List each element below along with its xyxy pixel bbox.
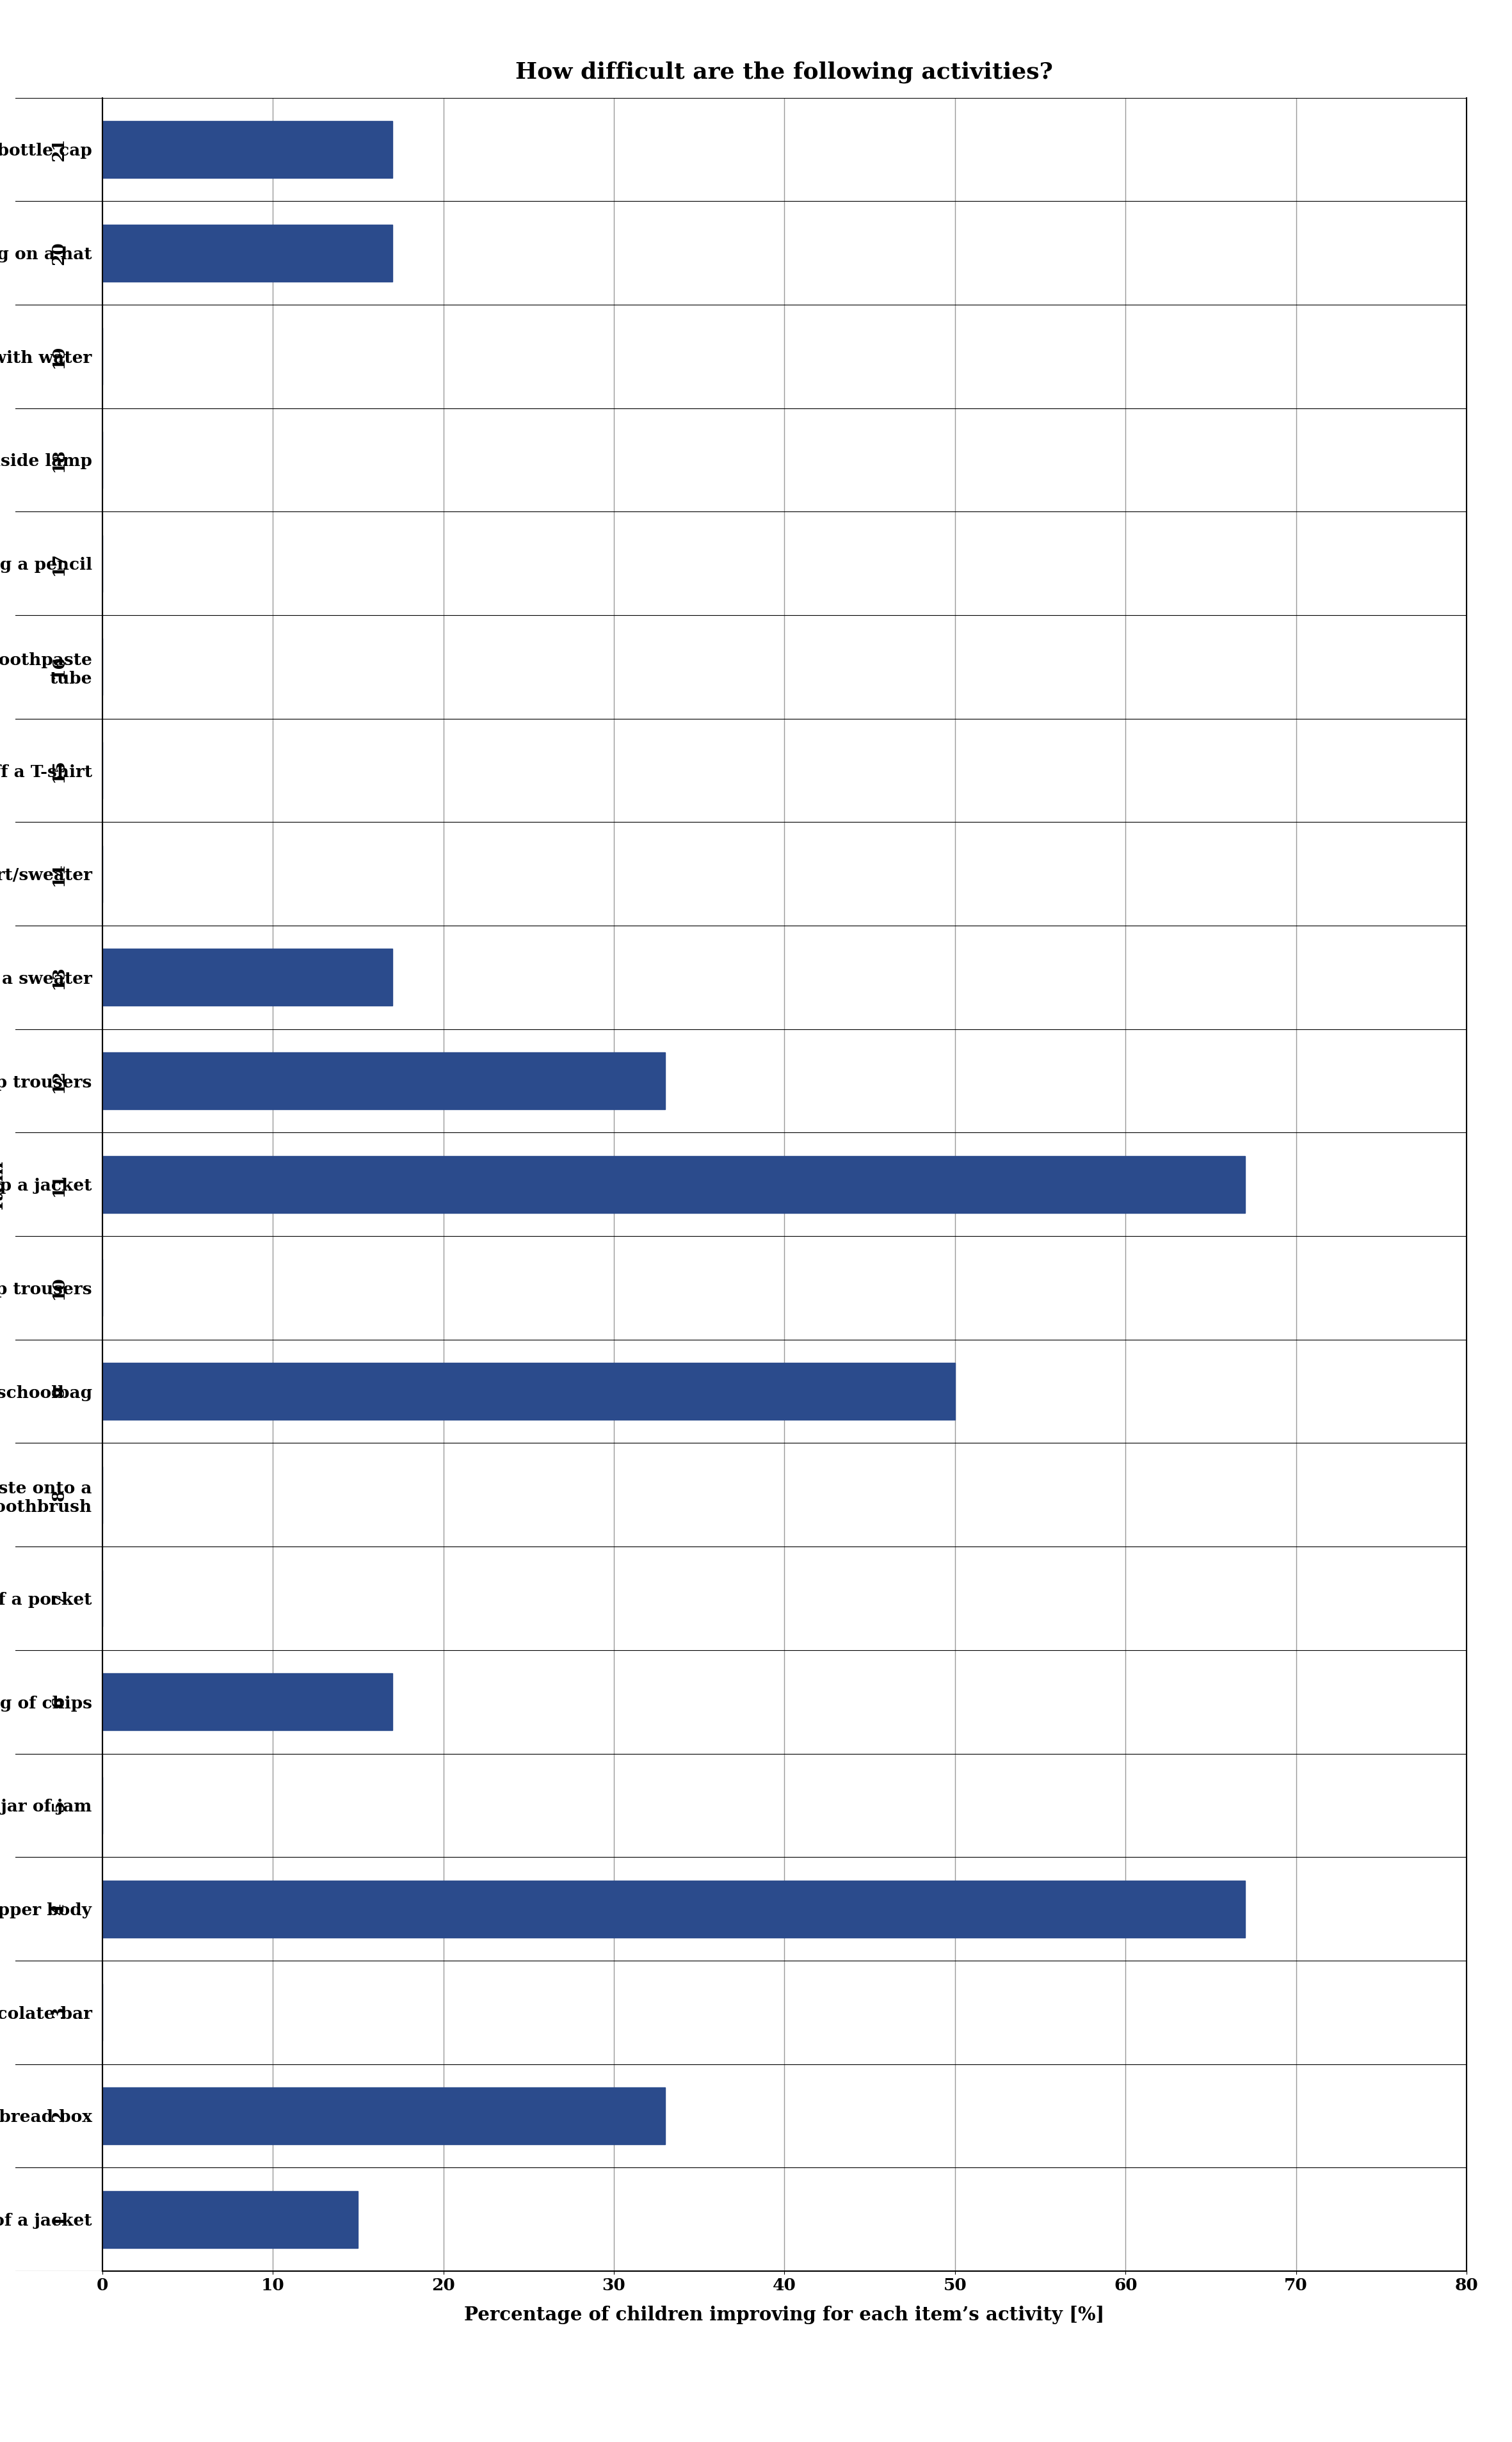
Text: 18: 18 — [51, 449, 67, 471]
Bar — [103, 1880, 1244, 1937]
Bar — [103, 950, 392, 1006]
Y-axis label: Item: Item — [0, 1160, 6, 1209]
Text: 3: 3 — [51, 2007, 67, 2017]
Bar — [103, 1363, 956, 1419]
Text: 2: 2 — [51, 2110, 67, 2122]
Text: 9: 9 — [51, 1385, 67, 1397]
Text: 13: 13 — [51, 965, 67, 989]
Title: How difficult are the following activities?: How difficult are the following activiti… — [516, 61, 1054, 83]
Bar — [103, 122, 392, 178]
Text: 15: 15 — [51, 759, 67, 781]
Text: 21: 21 — [51, 137, 67, 161]
Text: 10: 10 — [51, 1277, 67, 1299]
X-axis label: Percentage of children improving for each item’s activity [%]: Percentage of children improving for eac… — [464, 2305, 1105, 2325]
Text: 11: 11 — [51, 1172, 67, 1197]
Text: 1: 1 — [51, 2212, 67, 2225]
Bar — [103, 2088, 665, 2144]
Bar — [103, 2190, 358, 2247]
Text: 17: 17 — [51, 552, 67, 576]
Text: 8: 8 — [51, 1490, 67, 1502]
Bar — [103, 1155, 1244, 1214]
Text: 7: 7 — [51, 1592, 67, 1604]
Text: 12: 12 — [51, 1070, 67, 1092]
Text: 16: 16 — [51, 654, 67, 679]
Bar — [103, 1053, 665, 1109]
Text: 6: 6 — [51, 1697, 67, 1707]
Text: 14: 14 — [51, 862, 67, 886]
Text: 4: 4 — [51, 1902, 67, 1915]
Text: 19: 19 — [51, 344, 67, 369]
Bar — [103, 225, 392, 281]
Text: 20: 20 — [51, 242, 67, 264]
Bar — [103, 1673, 392, 1731]
Text: 5: 5 — [51, 1800, 67, 1812]
